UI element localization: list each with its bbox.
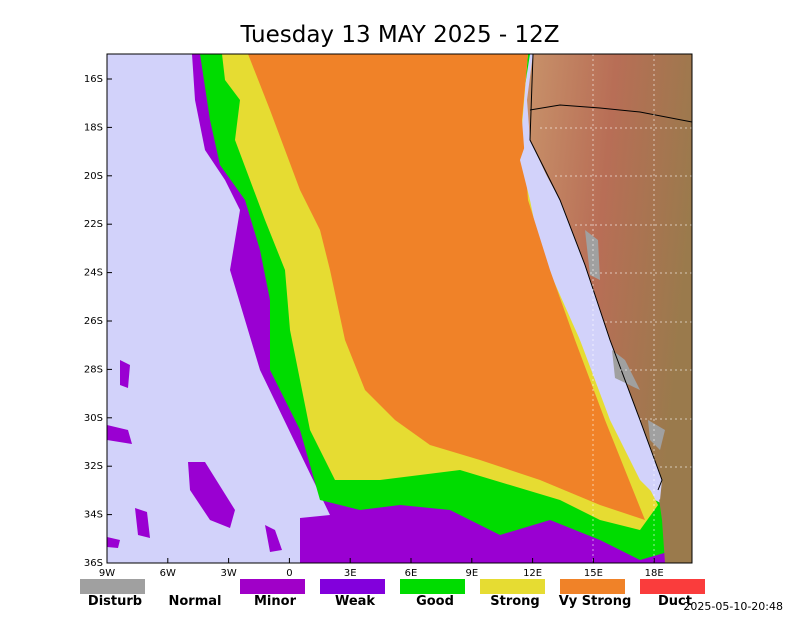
lat-label: 20S	[84, 171, 103, 182]
borders	[529, 54, 692, 491]
lon-label: 9W	[99, 568, 115, 579]
timestamp: 2025-05-10-20:48	[683, 600, 783, 613]
legend-swatch	[480, 579, 545, 594]
legend-swatch	[560, 579, 625, 594]
lat-label: 24S	[84, 268, 103, 279]
lat-label: 22S	[84, 219, 103, 230]
lon-label: 3W	[220, 568, 236, 579]
title: Tuesday 13 MAY 2025 - 12Z	[239, 22, 559, 48]
disturb-patches	[585, 230, 665, 450]
lon-label: 12E	[523, 568, 542, 579]
map	[107, 54, 692, 563]
legend-label: Normal	[169, 594, 222, 609]
lon-label: 15E	[584, 568, 603, 579]
legend-label: Vy Strong	[559, 594, 632, 609]
lat-label: 28S	[84, 364, 103, 375]
lon-label: 9E	[465, 568, 478, 579]
legend-swatch	[80, 579, 145, 594]
lat-label: 36S	[84, 558, 103, 569]
weak-patches	[107, 360, 282, 552]
very-strong-band	[248, 54, 645, 520]
land-grid	[540, 54, 692, 563]
map-frame	[106, 53, 693, 564]
lat-label: 16S	[84, 74, 103, 85]
lon-label: 6E	[405, 568, 418, 579]
lat-label: 18S	[84, 122, 103, 133]
legend-swatch	[240, 579, 305, 594]
lon-label: 0	[286, 568, 292, 579]
lon-label: 6W	[160, 568, 176, 579]
coastal-normal	[520, 140, 662, 500]
legend-swatch	[400, 579, 465, 594]
legend-label: Weak	[335, 594, 375, 609]
lat-label: 32S	[84, 461, 103, 472]
lat-label: 30S	[84, 413, 103, 424]
lat-label: 34S	[84, 510, 103, 521]
legend-label: Duct	[658, 594, 692, 609]
lon-label: 18E	[645, 568, 664, 579]
legend-label: Minor	[254, 594, 297, 609]
legend-label: Strong	[490, 594, 539, 609]
legend-label: Disturb	[88, 594, 142, 609]
legend-label: Good	[416, 594, 454, 609]
lon-label: 3E	[344, 568, 357, 579]
legend-swatch	[320, 579, 385, 594]
lat-label: 26S	[84, 316, 103, 327]
legend-swatch	[640, 579, 705, 594]
